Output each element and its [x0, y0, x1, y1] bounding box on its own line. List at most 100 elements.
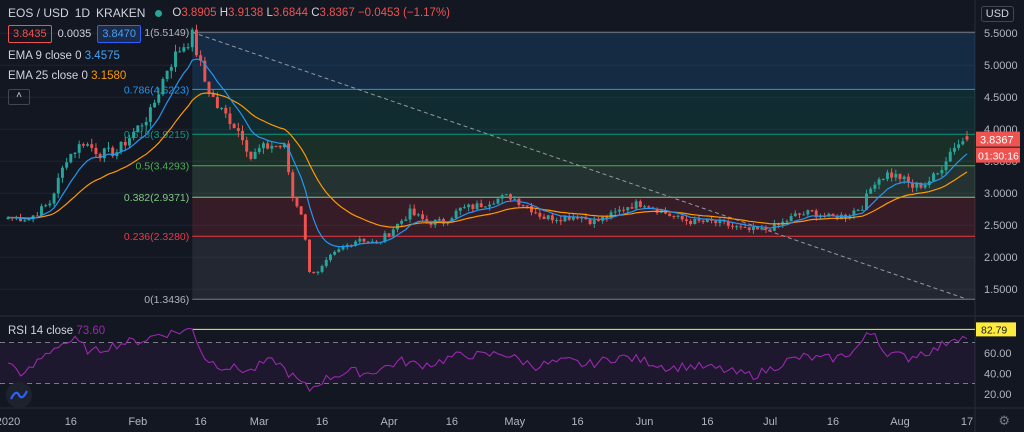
ohlc-values: O3.8905 H3.9138 L3.6844 C3.8367 −0.0453 …	[172, 7, 451, 19]
candle-body	[228, 113, 232, 124]
exchange-label: KRAKEN	[96, 6, 146, 20]
candle-body	[550, 215, 554, 221]
change-value: −0.0453 (−1.17%)	[357, 7, 451, 19]
candle-body	[236, 128, 240, 131]
candle-body	[609, 212, 613, 219]
time-tick-label: 16	[701, 416, 713, 428]
candle-body	[504, 194, 508, 196]
fib-level-label: 0.5(3.4293)	[136, 161, 190, 173]
candle-body	[597, 220, 600, 222]
rsi-label: RSI 14 close	[8, 325, 74, 337]
candle-body	[860, 209, 864, 211]
time-tick-label: Mar	[250, 416, 269, 428]
candle-body	[463, 207, 466, 209]
candle-body	[341, 246, 345, 250]
candle-body	[328, 254, 332, 260]
rsi-tick-label: 40.00	[984, 368, 1012, 380]
candle-body	[835, 215, 839, 220]
fib-level-label: 0(1.3436)	[144, 294, 189, 306]
candle-body	[567, 216, 571, 220]
currency-button[interactable]: USD	[980, 6, 1014, 22]
candle-body	[798, 213, 801, 215]
sell-price-button[interactable]: 3.8435	[8, 25, 52, 43]
buy-price-button[interactable]: 3.8470	[97, 25, 141, 43]
candle-body	[701, 220, 705, 223]
candle-body	[375, 241, 378, 243]
candle-body	[906, 176, 910, 183]
candle-body	[194, 29, 198, 56]
time-tick-label: Aug	[890, 416, 910, 428]
candle-body	[458, 207, 462, 211]
candle-body	[391, 229, 395, 236]
candle-body	[714, 220, 718, 224]
candle-body	[785, 221, 789, 223]
price-tick-label: 5.5000	[984, 28, 1018, 40]
candle-body	[525, 205, 529, 207]
candle-body	[869, 188, 873, 194]
price-tick-label: 5.0000	[984, 60, 1018, 72]
rsi-legend[interactable]: RSI 14 close 73.60	[8, 325, 105, 337]
time-tick-label: Jun	[636, 416, 654, 428]
candle-body	[731, 225, 734, 227]
candle-body	[111, 147, 115, 157]
candle-body	[86, 144, 90, 146]
ema25-legend[interactable]: EMA 25 close 0 3.1580	[8, 69, 450, 83]
time-tick-label: 16	[195, 416, 207, 428]
candle-body	[312, 271, 316, 273]
candle-body	[366, 241, 370, 243]
candle-body	[902, 176, 906, 180]
candle-body	[186, 47, 190, 49]
candle-body	[655, 208, 659, 213]
candle-body	[56, 177, 60, 194]
ema25-line	[8, 92, 968, 228]
candle-body	[157, 94, 161, 103]
candle-body	[316, 271, 320, 273]
candle-body	[760, 228, 764, 230]
candle-body	[257, 148, 261, 152]
candle-body	[881, 179, 885, 181]
fib-zone	[192, 89, 975, 135]
ema9-value: 3.4575	[84, 50, 120, 62]
symbol-label[interactable]: EOS / USD	[8, 6, 69, 20]
candle-body	[521, 204, 525, 206]
candle-body	[90, 144, 94, 148]
candle-body	[802, 214, 806, 216]
candle-body	[894, 173, 898, 178]
ema9-label: EMA 9 close 0	[8, 50, 82, 62]
candle-body	[232, 123, 236, 129]
candle-body	[421, 214, 425, 219]
candle-body	[148, 107, 152, 122]
candle-body	[915, 182, 919, 188]
candle-body	[23, 220, 27, 222]
candle-body	[123, 141, 127, 146]
countdown-box	[976, 147, 1020, 163]
candle-body	[19, 217, 23, 222]
time-tick-label: Apr	[381, 416, 398, 428]
candle-body	[102, 148, 106, 159]
candle-body	[132, 131, 136, 139]
tradingview-logo-icon[interactable]	[6, 382, 32, 408]
last-price-box	[976, 131, 1020, 147]
candle-body	[952, 147, 956, 152]
gear-icon[interactable]: ⚙	[998, 413, 1010, 428]
candle-body	[475, 203, 479, 209]
candle-body	[555, 220, 559, 222]
candle-body	[643, 206, 647, 208]
candle-body	[220, 107, 224, 109]
candle-body	[349, 244, 353, 246]
open-value: 3.8905	[181, 7, 217, 19]
interval-label[interactable]: 1D	[74, 6, 91, 20]
candle-body	[873, 184, 877, 189]
candle-body	[693, 219, 697, 225]
candle-body	[107, 147, 110, 149]
candle-body	[718, 220, 722, 224]
chevron-up-icon[interactable]: ˄	[8, 89, 30, 105]
candle-body	[588, 219, 592, 225]
candle-body	[483, 206, 487, 208]
candle-body	[630, 207, 634, 209]
candle-body	[165, 70, 169, 79]
ema9-legend[interactable]: EMA 9 close 0 3.4575	[8, 49, 450, 63]
candle-body	[559, 220, 563, 222]
